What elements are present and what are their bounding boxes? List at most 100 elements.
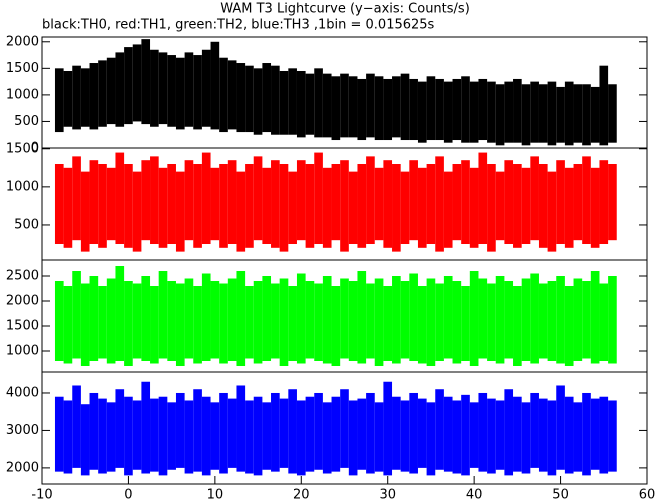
range-bar — [538, 164, 548, 248]
range-bar — [582, 156, 591, 244]
range-bar — [400, 281, 410, 359]
range-bar — [124, 164, 133, 248]
range-bar — [547, 400, 557, 476]
range-bar — [331, 286, 341, 366]
range-bar — [305, 164, 315, 248]
range-bar — [271, 392, 280, 472]
series — [54, 152, 617, 252]
range-bar — [357, 164, 367, 248]
range-bar — [590, 86, 600, 143]
range-bar — [547, 171, 557, 252]
range-bar — [89, 63, 99, 130]
y-tick-label: 1000 — [6, 179, 39, 194]
x-tick-label: 60 — [639, 488, 656, 503]
range-bar — [141, 160, 151, 241]
range-bar — [279, 164, 289, 252]
range-bar — [193, 55, 202, 130]
panel-frame — [41, 371, 648, 485]
range-bar — [227, 60, 237, 130]
range-bar — [141, 381, 151, 474]
range-bar — [54, 396, 64, 472]
x-tick-label: 40 — [466, 488, 483, 503]
range-bar — [495, 276, 505, 364]
range-bar — [201, 396, 211, 476]
range-bar — [124, 396, 133, 476]
series — [54, 39, 617, 146]
y-tick-label: 2000 — [6, 460, 39, 475]
y-tick-label: 1500 — [6, 61, 39, 76]
range-bar — [322, 402, 332, 474]
range-bar — [556, 160, 565, 244]
range-bar — [521, 402, 531, 474]
range-bar — [63, 400, 73, 474]
range-bar — [469, 81, 479, 143]
range-bar — [279, 278, 289, 366]
range-bar — [348, 281, 358, 361]
range-bar — [573, 402, 583, 472]
range-bar — [400, 73, 410, 141]
y-tick-label: 500 — [14, 217, 39, 232]
range-bar — [487, 398, 496, 474]
range-bar — [556, 385, 565, 470]
range-bar — [80, 171, 90, 252]
y-tick-label: 4000 — [6, 385, 39, 400]
range-bar — [322, 276, 332, 364]
range-bar — [582, 84, 591, 146]
range-bar — [201, 49, 211, 127]
range-bar — [175, 57, 185, 130]
range-bar — [150, 156, 159, 244]
chart-title: WAM T3 Lightcurve (y−axis: Counts/s) — [220, 2, 470, 17]
range-bar — [400, 400, 410, 472]
range-bar — [564, 286, 574, 366]
range-bar — [210, 281, 220, 359]
range-bar — [487, 283, 496, 361]
range-bar — [452, 400, 462, 474]
range-bar — [469, 402, 479, 468]
range-bar — [331, 76, 341, 141]
range-bar — [504, 281, 514, 359]
range-bar — [409, 273, 418, 361]
range-bar — [236, 385, 246, 472]
range-bar — [357, 78, 367, 141]
range-bar — [435, 78, 444, 141]
range-bar — [184, 52, 194, 127]
range-bar — [236, 63, 246, 133]
range-bar — [184, 400, 194, 474]
range-bar — [443, 81, 453, 143]
range-bar — [158, 271, 168, 359]
range-bar — [288, 171, 297, 244]
range-bar — [374, 402, 384, 472]
range-bar — [150, 286, 159, 364]
range-bar — [54, 164, 64, 244]
range-bar — [452, 78, 462, 141]
range-bar — [495, 400, 505, 470]
range-bar — [115, 52, 125, 127]
range-bar — [340, 73, 349, 138]
y-tick-label: 1500 — [6, 319, 39, 334]
range-bar — [599, 283, 609, 361]
range-bar — [132, 171, 142, 252]
range-bar — [115, 152, 125, 244]
range-bar — [443, 396, 453, 472]
range-bar — [245, 400, 254, 474]
range-bar — [443, 171, 453, 248]
range-bar — [478, 392, 488, 472]
range-bar — [392, 164, 401, 252]
range-bar — [271, 283, 280, 359]
range-bar — [392, 276, 401, 364]
range-bar — [132, 400, 142, 470]
range-bar — [538, 283, 548, 359]
range-bar — [556, 86, 565, 143]
range-bar — [461, 160, 470, 244]
range-bar — [478, 278, 488, 359]
range-bar — [513, 78, 522, 143]
range-bar — [106, 278, 116, 364]
range-bar — [314, 392, 323, 470]
range-bar — [417, 167, 427, 248]
range-bar — [417, 398, 427, 468]
range-bar — [106, 167, 116, 241]
range-bar — [210, 167, 220, 241]
range-bar — [227, 398, 237, 468]
range-bar — [98, 164, 107, 248]
range-bar — [210, 402, 220, 470]
